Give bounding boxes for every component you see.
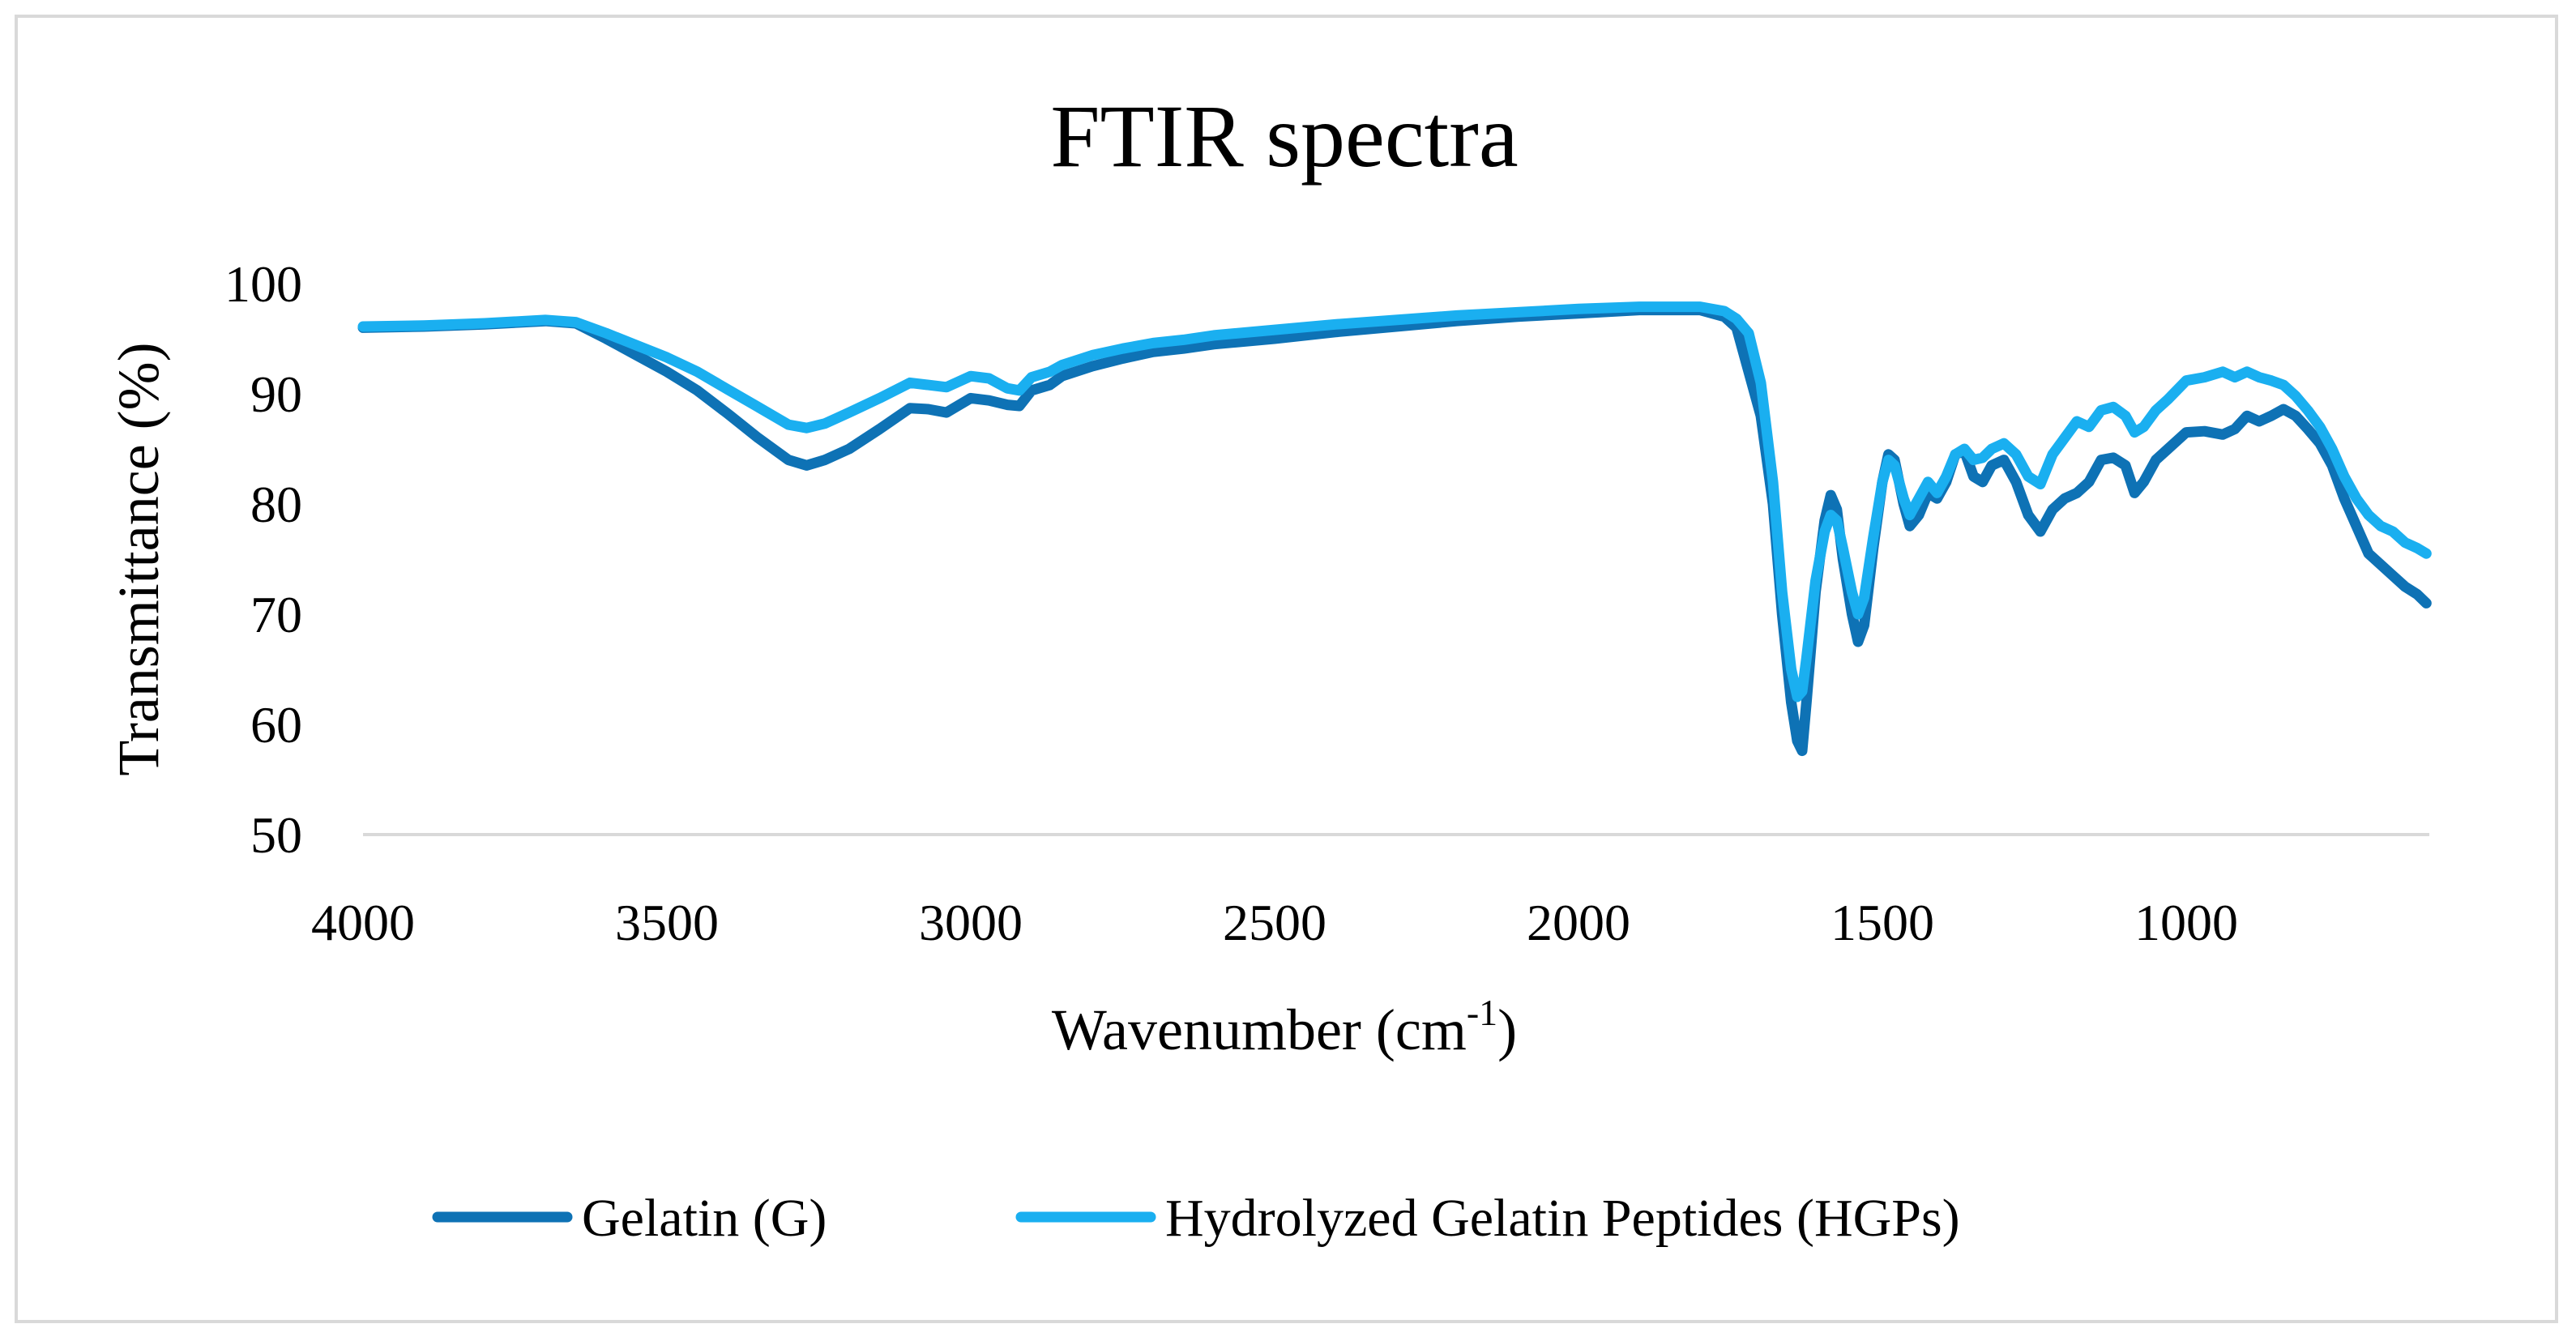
y-tick-label: 80 bbox=[250, 476, 302, 533]
y-axis-ticks: 50 60 70 80 90 100 bbox=[224, 255, 302, 864]
y-tick-label: 90 bbox=[250, 365, 302, 423]
series-line-gelatin bbox=[357, 305, 2432, 757]
chart-frame bbox=[15, 15, 2558, 1323]
series-line-hgps bbox=[357, 301, 2432, 703]
y-tick-label: 50 bbox=[250, 806, 302, 864]
x-axis-title: Wavenumber (cm-1) bbox=[1052, 992, 1517, 1062]
x-tick-label: 1500 bbox=[1831, 894, 1934, 951]
x-axis-title-suffix: ) bbox=[1497, 997, 1517, 1062]
x-tick-label: 1000 bbox=[2134, 894, 2238, 951]
x-axis-title-main: Wavenumber (cm bbox=[1052, 997, 1467, 1062]
y-tick-label: 100 bbox=[224, 255, 302, 313]
chart-title: FTIR spectra bbox=[1050, 87, 1518, 186]
legend-label-gelatin: Gelatin (G) bbox=[582, 1189, 827, 1248]
x-tick-label: 3000 bbox=[919, 894, 1023, 951]
y-tick-label: 60 bbox=[250, 696, 302, 754]
x-tick-label: 3500 bbox=[615, 894, 719, 951]
x-axis-ticks: 4000 3500 3000 2500 2000 1500 1000 bbox=[311, 894, 2238, 951]
legend-label-hgps: Hydrolyzed Gelatin Peptides (HGPs) bbox=[1165, 1189, 1960, 1248]
y-axis-title: Transmittance (%) bbox=[106, 342, 171, 775]
x-tick-label: 2500 bbox=[1223, 894, 1326, 951]
series-lines bbox=[357, 301, 2432, 757]
x-tick-label: 4000 bbox=[311, 894, 415, 951]
x-axis-title-superscript: -1 bbox=[1467, 992, 1497, 1033]
x-tick-label: 2000 bbox=[1527, 894, 1630, 951]
legend: Gelatin (G) Hydrolyzed Gelatin Peptides (… bbox=[432, 1189, 1960, 1248]
y-tick-label: 70 bbox=[250, 586, 302, 643]
